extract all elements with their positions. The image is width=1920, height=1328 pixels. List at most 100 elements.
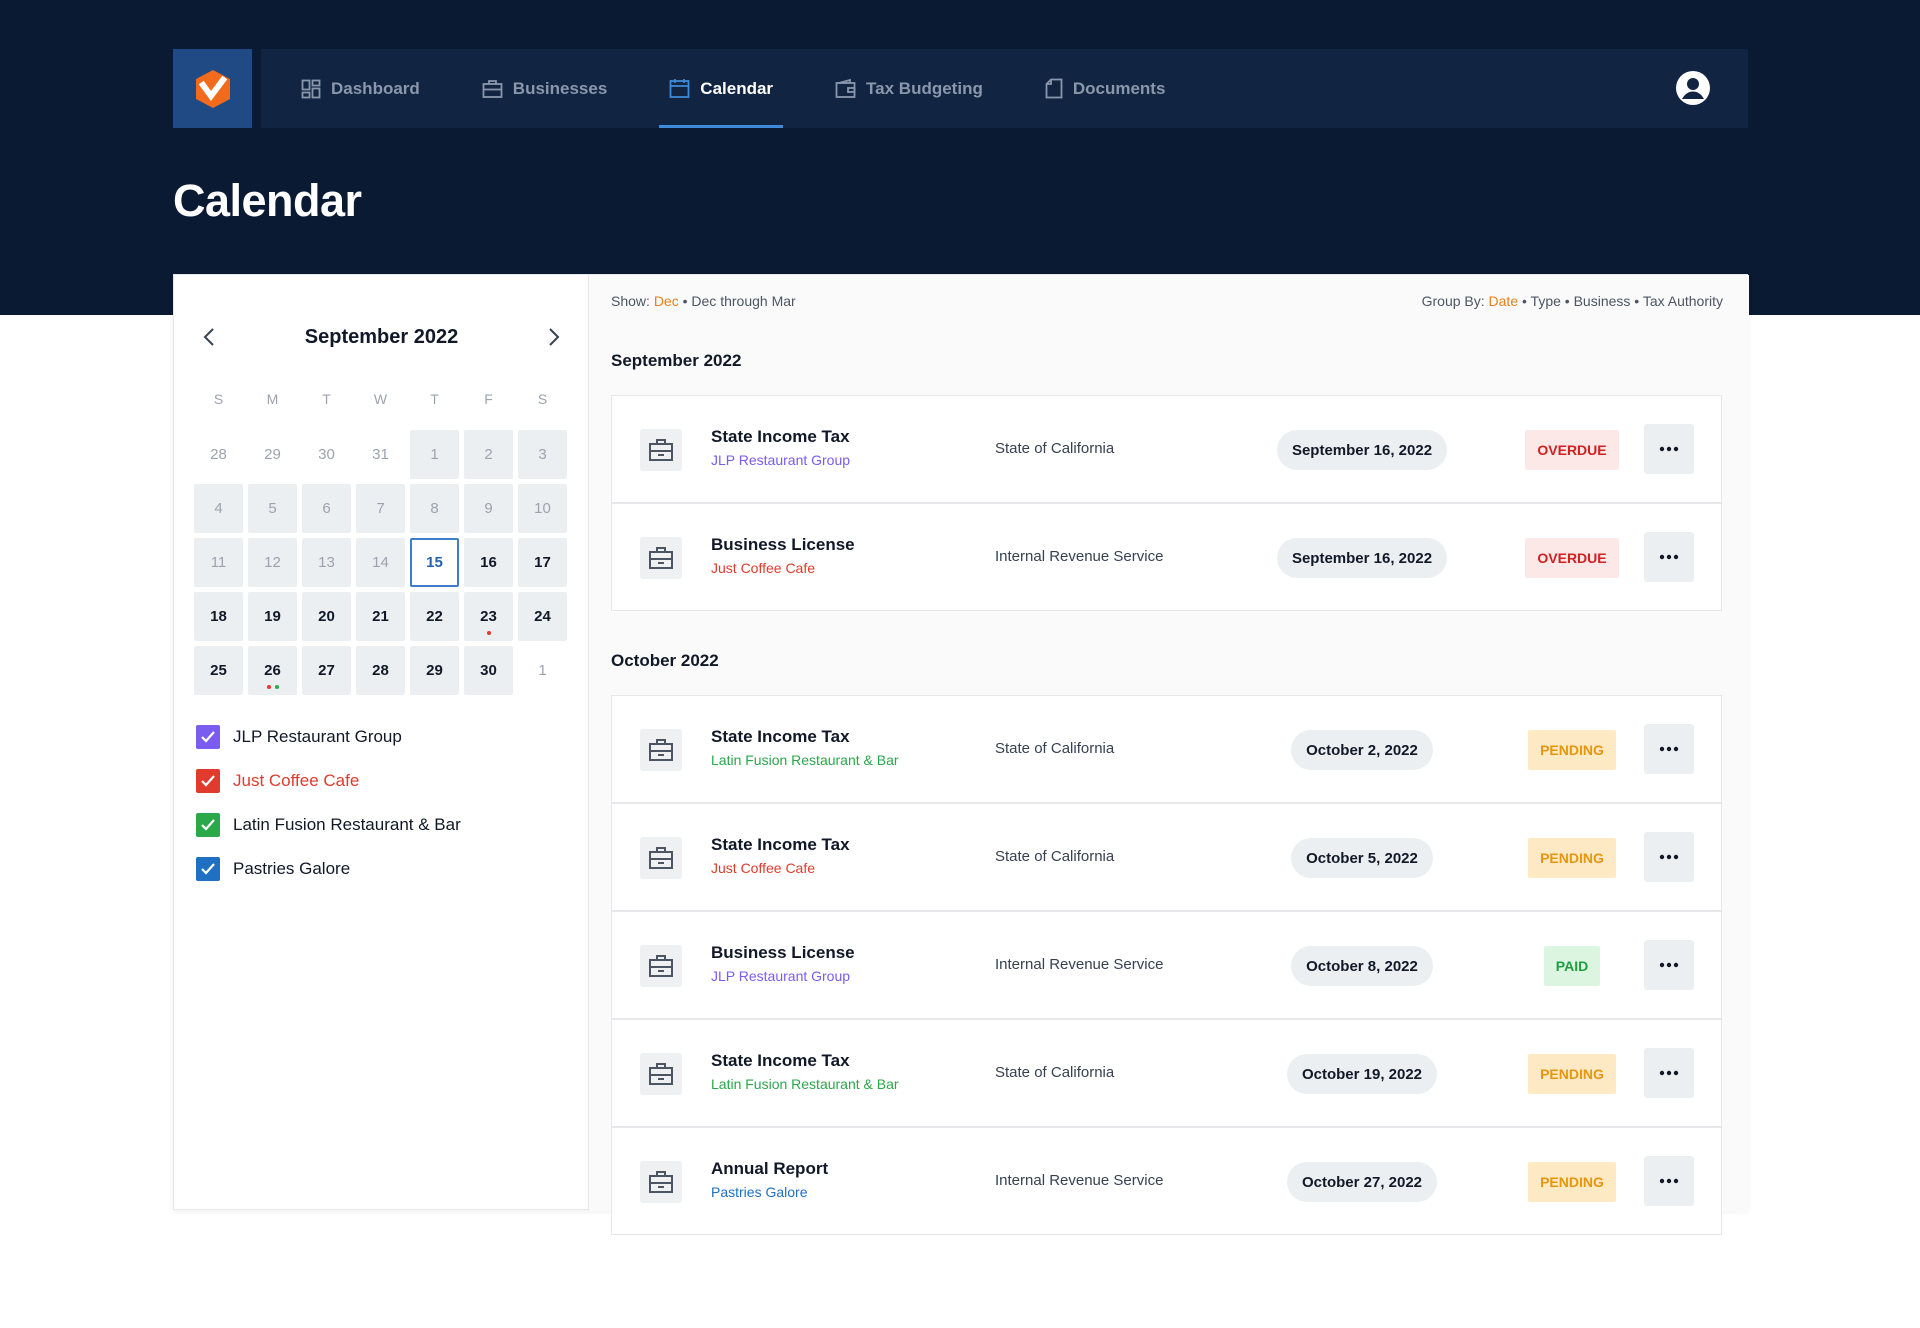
show-filter: Show: Dec • Dec through Mar <box>611 293 796 313</box>
deadline-row[interactable]: State Income Tax Latin Fusion Restaurant … <box>611 695 1722 803</box>
next-month-button[interactable] <box>539 322 569 352</box>
deadline-date-wrapper: October 19, 2022 <box>1252 1054 1472 1094</box>
calendar-day[interactable]: 12 <box>248 538 297 587</box>
calendar-day[interactable]: 28 <box>194 430 243 479</box>
logo[interactable] <box>173 49 252 128</box>
calendar-day[interactable]: 14 <box>356 538 405 587</box>
calendar-day[interactable]: 10 <box>518 484 567 533</box>
deadline-row[interactable]: Business License JLP Restaurant Group Inte… <box>611 911 1722 1019</box>
user-account-button[interactable] <box>1675 70 1711 106</box>
calendar-day[interactable]: 29 <box>248 430 297 479</box>
page-title: Calendar <box>173 175 362 226</box>
day-number: 15 <box>426 554 443 571</box>
checkbox[interactable] <box>196 725 220 749</box>
more-actions-button[interactable] <box>1644 832 1694 882</box>
deadline-business[interactable]: Just Coffee Cafe <box>711 560 816 576</box>
event-dots <box>248 685 297 689</box>
calendar-day[interactable]: 29 <box>410 646 459 695</box>
calendar-day[interactable]: 9 <box>464 484 513 533</box>
more-actions-button[interactable] <box>1644 724 1694 774</box>
calendar-day[interactable]: 11 <box>194 538 243 587</box>
status-badge: OVERDUE <box>1525 538 1619 578</box>
nav-businesses[interactable]: Businesses <box>472 49 618 128</box>
day-number: 4 <box>214 500 223 517</box>
nav-calendar[interactable]: Calendar <box>659 49 783 128</box>
checkbox[interactable] <box>196 769 220 793</box>
deadline-row[interactable]: State Income Tax Latin Fusion Restaurant … <box>611 1019 1722 1127</box>
deadline-business[interactable]: Pastries Galore <box>711 1184 808 1200</box>
deadline-business[interactable]: JLP Restaurant Group <box>711 452 851 468</box>
nav-documents[interactable]: Documents <box>1035 49 1176 128</box>
business-filter-item[interactable]: Pastries Galore <box>196 857 461 881</box>
calendar-day[interactable]: 16 <box>464 538 513 587</box>
more-icon <box>1659 1070 1679 1076</box>
calendar-day[interactable]: 24 <box>518 592 567 641</box>
calendar-day[interactable]: 27 <box>302 646 351 695</box>
deadline-row[interactable]: State Income Tax JLP Restaurant Group Stat… <box>611 395 1722 503</box>
status-wrapper: PENDING <box>1462 730 1682 770</box>
calendar-day[interactable]: 30 <box>464 646 513 695</box>
calendar-day[interactable]: 1 <box>410 430 459 479</box>
calendar-day[interactable]: 7 <box>356 484 405 533</box>
calendar-day[interactable]: 17 <box>518 538 567 587</box>
calendar-day[interactable]: 23 <box>464 592 513 641</box>
business-filter-item[interactable]: Just Coffee Cafe <box>196 769 461 793</box>
deadline-business[interactable]: Latin Fusion Restaurant & Bar <box>711 1076 899 1092</box>
deadline-title: State Income Tax <box>711 835 850 854</box>
weekday-label: S <box>213 391 224 407</box>
calendar-day[interactable]: 20 <box>302 592 351 641</box>
deadline-business[interactable]: Just Coffee Cafe <box>711 860 816 876</box>
chevron-right-icon <box>549 328 560 346</box>
calendar-day[interactable]: 3 <box>518 430 567 479</box>
group-option-business[interactable]: Business <box>1573 293 1631 309</box>
calendar-day[interactable]: 2 <box>464 430 513 479</box>
deadline-business[interactable]: JLP Restaurant Group <box>711 968 851 984</box>
more-actions-button[interactable] <box>1644 532 1694 582</box>
group-option-date[interactable]: Date <box>1488 293 1519 309</box>
more-actions-button[interactable] <box>1644 1048 1694 1098</box>
nav-tax-budgeting[interactable]: Tax Budgeting <box>825 49 993 128</box>
checkbox[interactable] <box>196 857 220 881</box>
calendar-day[interactable]: 1 <box>518 646 567 695</box>
calendar-day[interactable]: 31 <box>356 430 405 479</box>
day-number: 22 <box>426 608 443 625</box>
calendar-day[interactable]: 19 <box>248 592 297 641</box>
group-option-type[interactable]: Type <box>1530 293 1561 309</box>
calendar-day[interactable]: 22 <box>410 592 459 641</box>
business-filter-item[interactable]: JLP Restaurant Group <box>196 725 461 749</box>
nav-dashboard[interactable]: Dashboard <box>291 49 430 128</box>
calendar-day[interactable]: 4 <box>194 484 243 533</box>
briefcase-icon <box>649 547 673 569</box>
calendar-day[interactable]: 25 <box>194 646 243 695</box>
calendar-day[interactable]: 21 <box>356 592 405 641</box>
show-option-dec-through-mar[interactable]: Dec through Mar <box>691 293 796 309</box>
day-number: 28 <box>372 662 389 679</box>
calendar-day[interactable]: 18 <box>194 592 243 641</box>
deadline-row[interactable]: Business License Just Coffee Cafe Internal… <box>611 503 1722 611</box>
business-filter-item[interactable]: Latin Fusion Restaurant & Bar <box>196 813 461 837</box>
weekday-label: T <box>430 391 439 407</box>
deadline-row[interactable]: State Income Tax Just Coffee Cafe State of… <box>611 803 1722 911</box>
deadline-row[interactable]: Annual Report Pastries Galore Internal Rev… <box>611 1127 1722 1235</box>
calendar-day[interactable]: 13 <box>302 538 351 587</box>
deadline-business[interactable]: Latin Fusion Restaurant & Bar <box>711 752 899 768</box>
deadline-date: October 27, 2022 <box>1286 1162 1438 1202</box>
more-actions-button[interactable] <box>1644 424 1694 474</box>
deadline-type-icon <box>640 537 682 579</box>
show-option-dec[interactable]: Dec <box>653 293 679 309</box>
calendar-day[interactable]: 6 <box>302 484 351 533</box>
previous-month-button[interactable] <box>194 322 224 352</box>
calendar-day[interactable]: 30 <box>302 430 351 479</box>
more-actions-button[interactable] <box>1644 940 1694 990</box>
day-number: 5 <box>268 500 277 517</box>
calendar-day-today[interactable]: 15 <box>410 538 459 587</box>
group-option-tax-authority[interactable]: Tax Authority <box>1642 293 1723 309</box>
calendar-day[interactable]: 28 <box>356 646 405 695</box>
calendar-day[interactable]: 26 <box>248 646 297 695</box>
deadline-type-icon <box>640 945 682 987</box>
more-actions-button[interactable] <box>1644 1156 1694 1206</box>
calendar-day[interactable]: 5 <box>248 484 297 533</box>
calendar-day[interactable]: 8 <box>410 484 459 533</box>
checkbox[interactable] <box>196 813 220 837</box>
